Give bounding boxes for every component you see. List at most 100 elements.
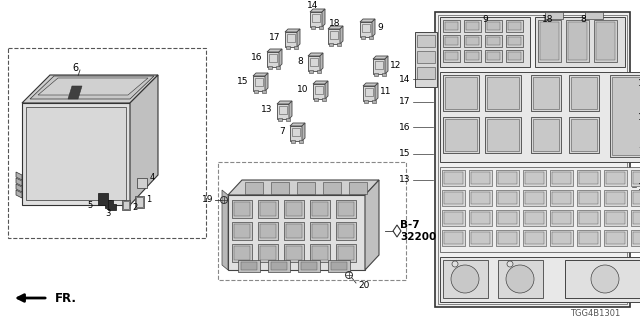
Bar <box>569 75 599 111</box>
Bar <box>506 20 523 32</box>
Bar <box>568 22 587 60</box>
Text: 10: 10 <box>296 85 308 94</box>
Polygon shape <box>313 84 325 99</box>
Bar <box>292 128 300 136</box>
Bar <box>329 43 333 46</box>
Bar <box>498 192 517 204</box>
Bar <box>487 22 500 30</box>
Polygon shape <box>290 123 305 126</box>
Polygon shape <box>277 101 292 104</box>
Bar <box>579 172 598 184</box>
Bar <box>314 98 318 101</box>
Polygon shape <box>108 200 116 210</box>
Text: 13: 13 <box>399 175 410 185</box>
Circle shape <box>452 261 458 267</box>
Text: 13: 13 <box>260 106 272 115</box>
Bar <box>485 117 521 153</box>
Bar <box>631 210 640 226</box>
Text: 8: 8 <box>580 15 586 25</box>
Text: 2: 2 <box>132 203 137 212</box>
Text: TGG4B1301: TGG4B1301 <box>570 308 620 317</box>
Bar <box>445 52 458 60</box>
Bar <box>508 52 521 60</box>
Text: 9: 9 <box>377 23 383 33</box>
Polygon shape <box>16 184 22 192</box>
Polygon shape <box>16 190 22 198</box>
Polygon shape <box>340 26 343 44</box>
Bar <box>445 119 477 151</box>
Bar <box>577 190 600 206</box>
Bar <box>496 190 519 206</box>
Bar <box>571 119 597 151</box>
Bar <box>372 100 376 103</box>
Bar <box>271 262 287 270</box>
Bar <box>633 232 640 244</box>
Bar <box>136 197 143 207</box>
Bar <box>443 20 460 32</box>
Bar <box>330 31 338 39</box>
Bar <box>338 224 354 238</box>
Bar <box>310 244 330 262</box>
Bar <box>260 202 276 216</box>
Bar <box>375 61 383 69</box>
Bar <box>284 200 304 218</box>
Text: 11: 11 <box>380 87 392 97</box>
Bar <box>579 212 598 224</box>
Polygon shape <box>26 107 126 200</box>
Bar <box>466 37 479 45</box>
Bar <box>525 232 544 244</box>
Polygon shape <box>360 19 375 22</box>
Bar <box>8 48 206 238</box>
Text: 5: 5 <box>88 201 93 210</box>
Bar <box>417 51 435 63</box>
Bar <box>606 192 625 204</box>
Bar <box>631 230 640 246</box>
Bar <box>469 170 492 186</box>
Text: 15: 15 <box>399 149 410 158</box>
Bar <box>523 190 546 206</box>
Polygon shape <box>310 12 322 27</box>
Polygon shape <box>385 56 388 74</box>
Bar <box>506 50 523 62</box>
Bar <box>311 26 315 29</box>
Bar <box>508 37 521 45</box>
Polygon shape <box>267 52 279 67</box>
Bar <box>301 262 317 270</box>
Bar <box>322 98 326 101</box>
Bar <box>238 260 260 272</box>
Bar <box>362 24 370 32</box>
Bar <box>485 35 502 47</box>
Text: 6: 6 <box>72 63 78 73</box>
Bar <box>552 212 571 224</box>
Bar <box>336 200 356 218</box>
Polygon shape <box>328 26 343 29</box>
Bar <box>312 202 328 216</box>
Bar <box>286 246 302 260</box>
Bar <box>585 12 603 19</box>
Bar <box>531 117 561 153</box>
Bar <box>552 172 571 184</box>
Text: 32200: 32200 <box>400 232 436 242</box>
Bar <box>312 224 328 238</box>
Bar <box>317 70 321 73</box>
Text: 20: 20 <box>358 281 369 290</box>
Polygon shape <box>228 180 379 195</box>
Bar <box>234 202 250 216</box>
Bar <box>438 15 627 304</box>
Bar <box>552 232 571 244</box>
Bar <box>471 192 490 204</box>
Bar <box>276 66 280 69</box>
Bar <box>312 14 320 22</box>
Bar <box>286 46 290 49</box>
Bar <box>442 190 465 206</box>
Text: 7: 7 <box>638 148 640 156</box>
Bar <box>464 50 481 62</box>
Bar <box>487 37 500 45</box>
Bar <box>440 167 640 252</box>
Bar <box>606 232 625 244</box>
Bar <box>631 190 640 206</box>
Polygon shape <box>372 19 375 37</box>
Bar <box>633 212 640 224</box>
Bar <box>445 77 477 109</box>
Bar <box>442 230 465 246</box>
